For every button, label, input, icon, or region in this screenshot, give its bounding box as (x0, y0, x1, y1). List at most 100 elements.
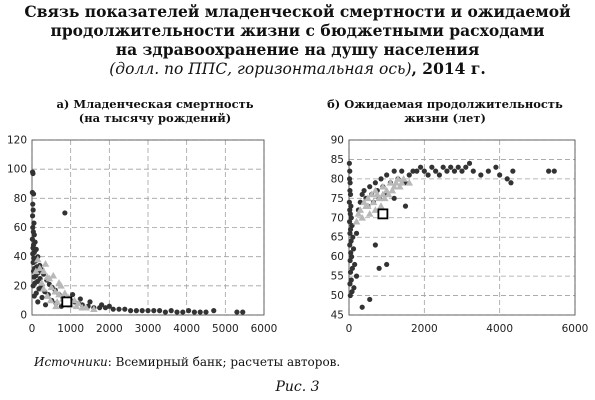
infant-mortality-point-dark (31, 274, 37, 280)
life-expectancy-point-light (352, 217, 361, 225)
life-expectancy-point-dark (349, 289, 355, 295)
life-expectancy-y-tick-label: 55 (331, 271, 344, 283)
life-expectancy-x-tick-label: 0 (346, 323, 353, 335)
infant-mortality-x-tick-label: 5000 (212, 323, 239, 335)
life-expectancy-point-dark (470, 168, 476, 174)
infant-mortality-point-dark (110, 306, 116, 312)
life-expectancy-point-dark (429, 164, 435, 170)
infant-mortality-point-light (82, 303, 90, 311)
title-line-2: продолжительности жизни с бюджетными рас… (50, 21, 545, 40)
infant-mortality-point-dark (186, 308, 192, 314)
life-expectancy-point-dark (351, 285, 357, 291)
infant-mortality-x-tick-label: 3000 (135, 323, 162, 335)
life-expectancy-point-dark (361, 187, 367, 194)
life-expectancy-point-highlight (377, 208, 389, 220)
infant-mortality-point-dark (35, 299, 41, 305)
life-expectancy-y-tick-label: 75 (331, 193, 344, 205)
life-expectancy-point-light (375, 194, 383, 202)
life-expectancy-point-dark (406, 172, 412, 178)
infant-mortality-x-tick-label: 4000 (173, 323, 200, 335)
life-expectancy-point-dark (384, 172, 390, 178)
infant-mortality-point-highlight (61, 296, 73, 308)
life-expectancy-point-light (405, 178, 414, 186)
infant-mortality-point-dark (30, 251, 36, 257)
life-expectancy-point-dark (459, 168, 465, 174)
life-expectancy-point-light (386, 178, 395, 186)
infant-mortality-point-dark (162, 309, 168, 315)
life-expectancy-point-light (364, 202, 372, 209)
infant-mortality-point-dark (128, 308, 134, 314)
infant-mortality-point-dark (30, 283, 36, 289)
life-expectancy-point-dark (372, 242, 378, 248)
infant-mortality-point-light (39, 267, 48, 275)
life-expectancy-point-dark (414, 168, 420, 174)
infant-mortality-point-dark (31, 220, 37, 226)
life-expectancy-point-dark (410, 168, 416, 174)
infant-mortality-point-light (90, 305, 98, 313)
infant-mortality-y-tick-label: 0 (20, 310, 27, 322)
life-expectancy-point-light (358, 213, 366, 221)
infant-mortality-chart: 0 20 40 60 80 100 120 0 1000 2000 3000 4000 5000 6000 (7, 135, 277, 336)
life-expectancy-point-dark (391, 168, 397, 174)
infant-mortality-point-dark (30, 170, 36, 177)
source-text: : Всемирный банк; расчеты авторов. (107, 355, 341, 369)
infant-mortality-point-dark (30, 224, 36, 231)
life-expectancy-point-dark (359, 191, 365, 198)
life-expectancy-point-dark (372, 180, 378, 186)
infant-mortality-point-dark (30, 191, 37, 197)
life-expectancy-point-light (365, 210, 374, 217)
infant-mortality-y-tick-label: 120 (7, 135, 27, 147)
life-expectancy-point-dark (417, 164, 424, 170)
title-units: (долл. по ППС, горизонтальная ось) (109, 60, 412, 78)
infant-mortality-point-dark (133, 308, 139, 314)
life-expectancy-point-dark (350, 246, 357, 252)
infant-mortality-point-dark (70, 291, 76, 298)
figure-title: Связь показателей младенческой смертност… (0, 2, 595, 79)
infant-mortality-x-tick-label: 0 (29, 323, 36, 335)
infant-mortality-point-light (39, 284, 48, 292)
life-expectancy-point-dark (378, 176, 384, 182)
life-expectancy-point-dark (440, 164, 446, 170)
panel-b-title-line-1: б) Ожидаемая продолжительность (327, 97, 563, 111)
infant-mortality-y-tick-label: 60 (14, 222, 27, 234)
life-expectancy-point-dark (504, 176, 510, 182)
life-expectancy-point-light (367, 190, 376, 198)
life-expectancy-point-light (377, 202, 385, 209)
life-expectancy-point-dark (346, 160, 352, 166)
life-expectancy-point-dark (350, 234, 356, 240)
infant-mortality-point-dark (191, 309, 197, 315)
infant-mortality-point-light (55, 290, 63, 298)
infant-mortality-point-dark (106, 303, 112, 309)
life-expectancy-point-dark (347, 242, 353, 248)
life-expectancy-y-tick-label: 60 (331, 251, 344, 263)
infant-mortality-point-dark (157, 308, 163, 314)
infant-mortality-point-dark (234, 309, 240, 315)
life-expectancy-point-dark (402, 203, 409, 209)
infant-mortality-point-dark (116, 306, 122, 312)
life-expectancy-point-dark (352, 261, 358, 268)
life-expectancy-plot-frame (348, 139, 576, 316)
life-expectancy-x-tick-label: 2000 (411, 323, 438, 335)
infant-mortality-point-light (52, 302, 60, 310)
life-expectancy-point-dark (510, 168, 516, 174)
infant-mortality-point-dark (139, 308, 145, 314)
infant-mortality-point-dark (180, 309, 186, 315)
life-expectancy-point-light (380, 194, 389, 202)
life-expectancy-point-dark (478, 172, 484, 178)
infant-mortality-point-dark (211, 308, 217, 314)
life-expectancy-point-dark (425, 172, 431, 178)
title-year: , 2014 г. (411, 59, 486, 78)
life-expectancy-point-light (373, 190, 382, 198)
life-expectancy-chart: 45 50 55 60 65 70 75 80 85 90 0 2000 4000 6000 (331, 135, 589, 336)
life-expectancy-point-dark (347, 211, 353, 217)
infant-mortality-point-dark (197, 309, 203, 315)
infant-mortality-point-dark (39, 294, 45, 301)
life-expectancy-point-dark (497, 172, 503, 178)
infant-mortality-point-dark (30, 207, 36, 213)
infant-mortality-point-light (35, 264, 44, 272)
infant-mortality-y-tick-label: 40 (14, 251, 27, 263)
life-expectancy-point-dark (347, 168, 353, 174)
infant-mortality-y-tick-label: 100 (7, 164, 27, 176)
source-note: Источники: Всемирный банк; расчеты автор… (34, 355, 340, 369)
infant-mortality-point-dark (174, 309, 180, 315)
